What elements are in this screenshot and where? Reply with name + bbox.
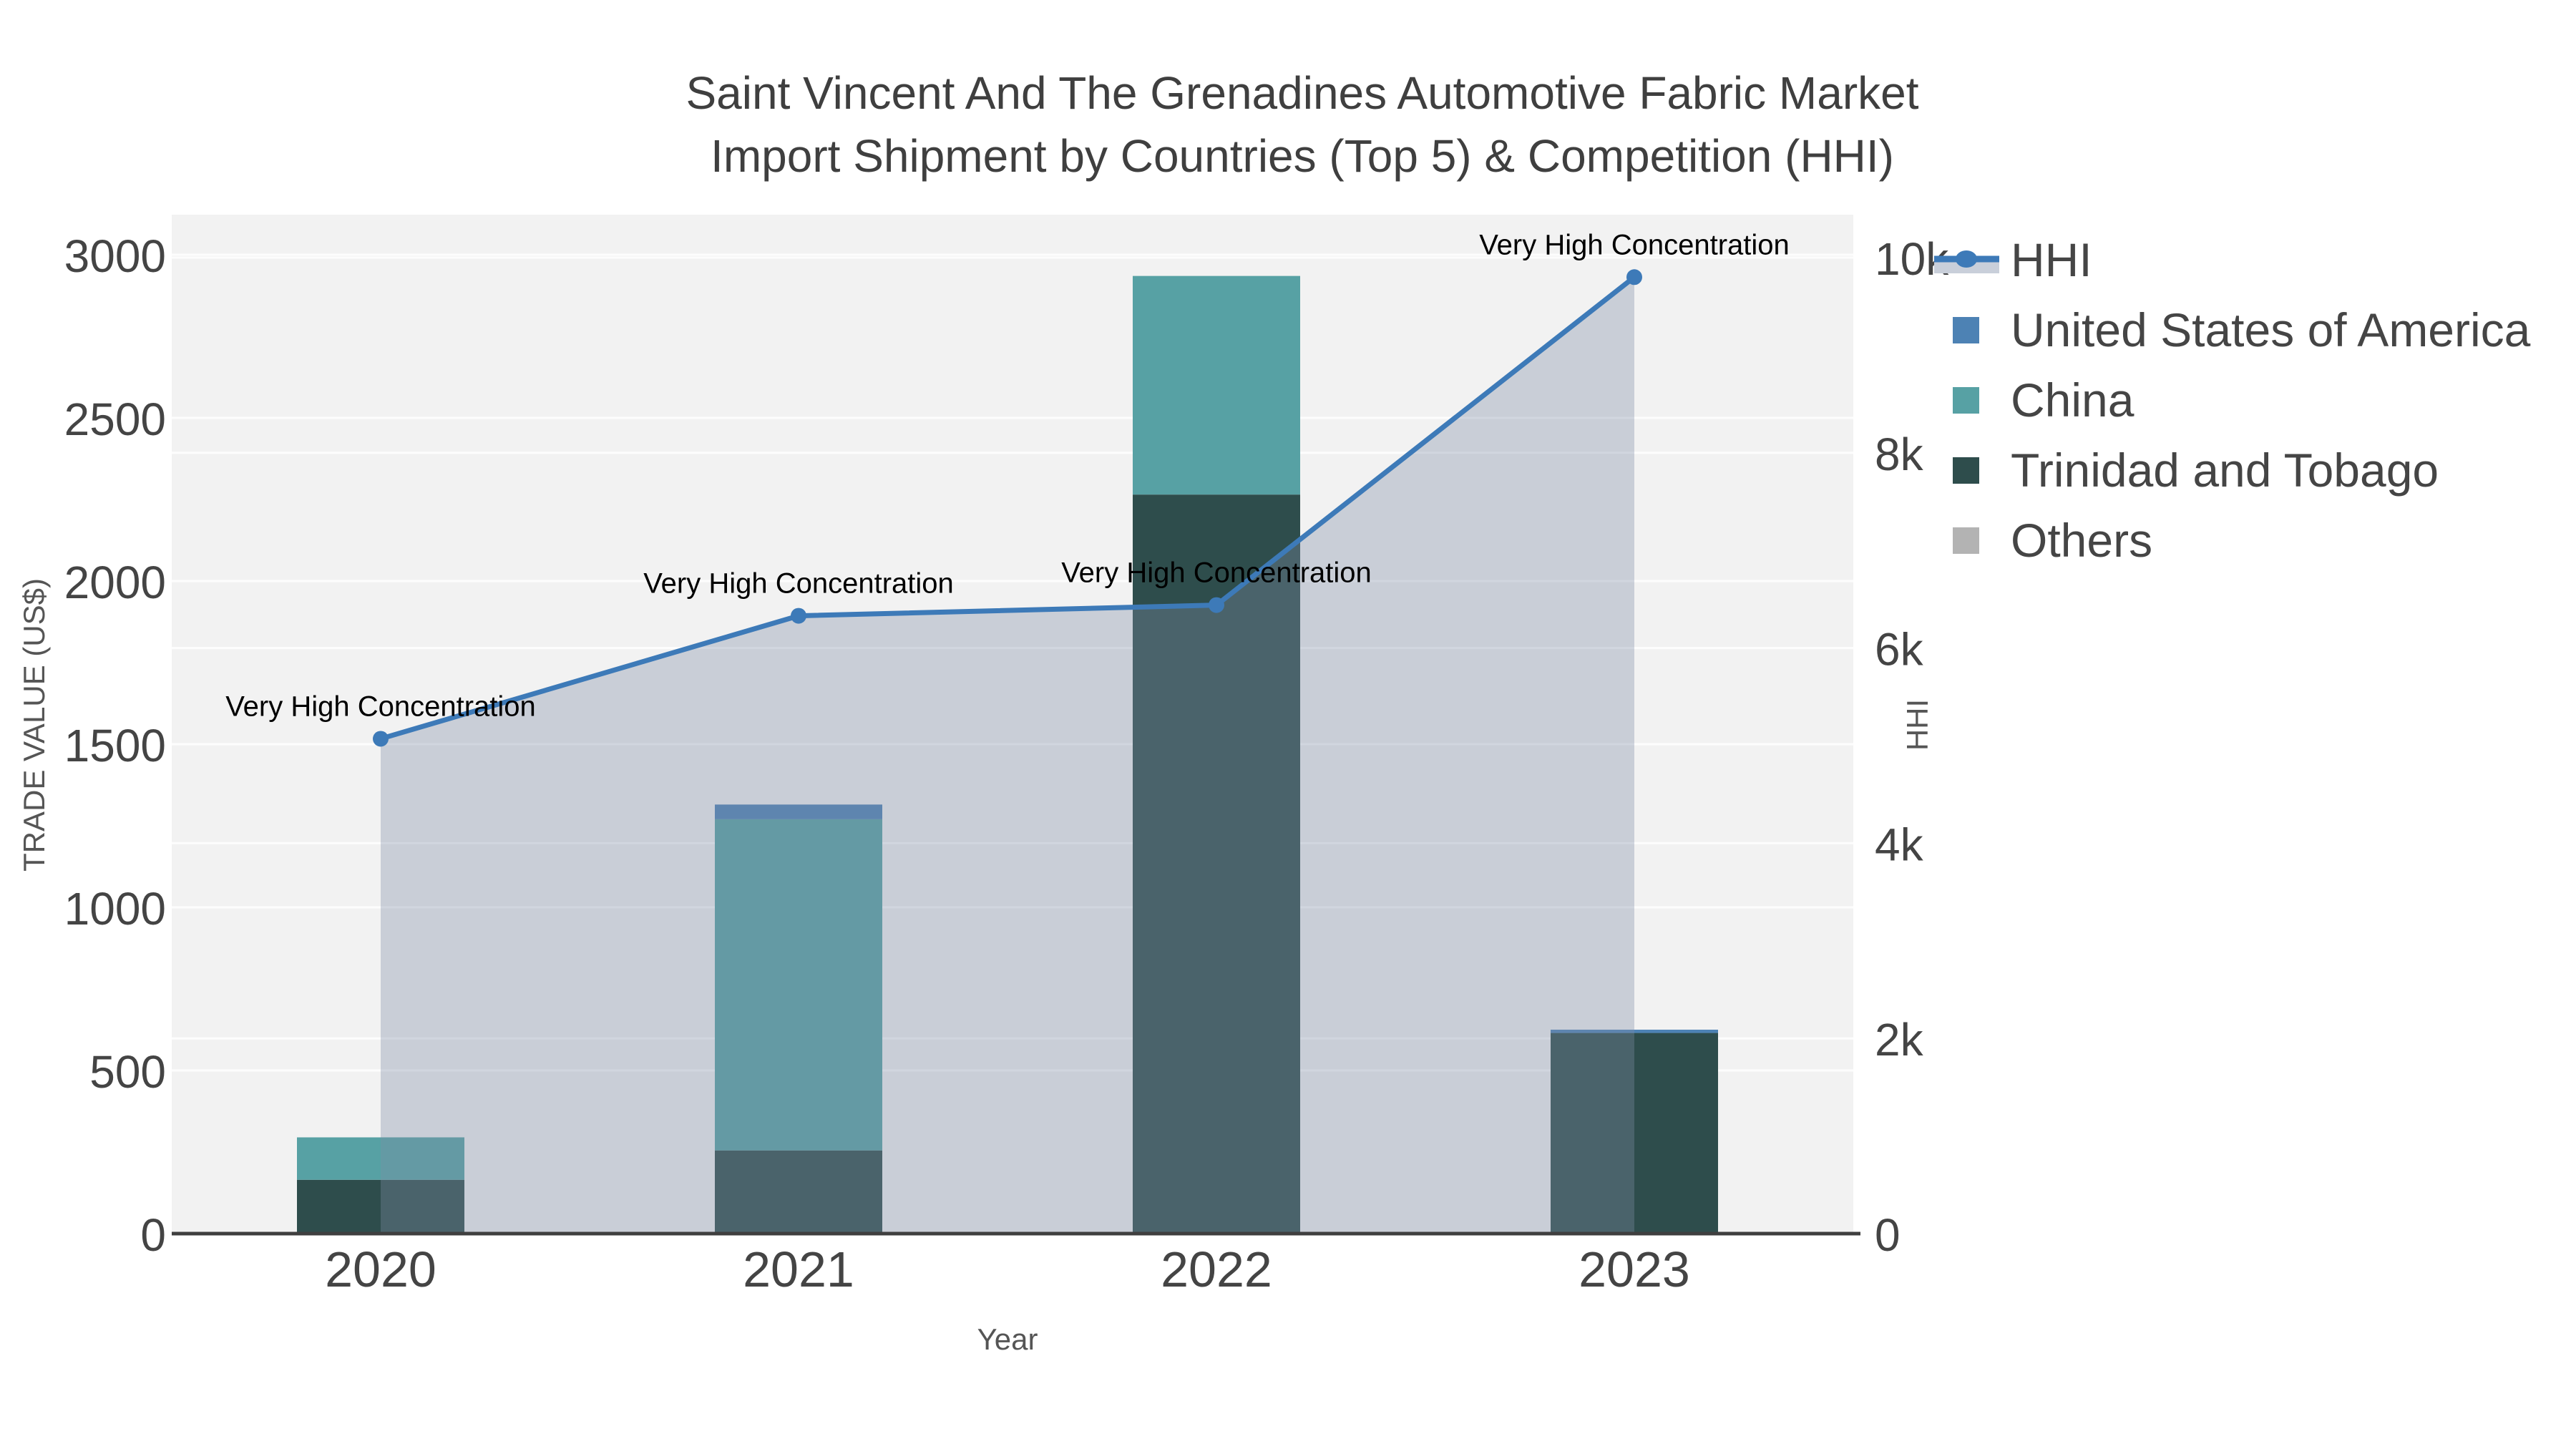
left-tick-label-2000: 2000 xyxy=(64,557,166,608)
bars-layer xyxy=(297,275,1718,1234)
legend-color-swatch xyxy=(1953,527,1979,554)
left-tick-label-3000: 3000 xyxy=(64,230,166,282)
legend-item-label: Trinidad and Tobago xyxy=(2011,444,2439,497)
legend: HHI United States of America China Trinidad… xyxy=(1934,233,2531,567)
annotations-layer: Very High Concentration Very High Concent… xyxy=(225,229,1790,722)
left-tick-label-1500: 1500 xyxy=(64,720,166,771)
annotation-label-2023: Very High Concentration xyxy=(1479,229,1790,260)
legend-color-swatch xyxy=(1953,317,1979,343)
axes-layer: 2020 2021 2022 2023 0 500 1000 1500 2000 2500 3000… xyxy=(64,230,1950,1297)
x-axis-title: Year xyxy=(977,1322,1038,1356)
annotation-label-2021: Very High Concentration xyxy=(643,568,954,600)
bar-segment-china-2021[interactable] xyxy=(715,819,882,1151)
chart-title-line1: Saint Vincent And The Grenadines Automot… xyxy=(686,67,1918,119)
left-tick-label-500: 500 xyxy=(89,1046,166,1098)
left-tick-label-1000: 1000 xyxy=(64,883,166,935)
x-tick-label-2020: 2020 xyxy=(325,1241,436,1297)
left-axis-title: TRADE VALUE (US$) xyxy=(17,578,51,872)
legend-item-china[interactable]: China xyxy=(1953,374,2135,426)
annotation-label-2020: Very High Concentration xyxy=(225,691,536,722)
legend-color-swatch xyxy=(1953,457,1979,484)
legend-item-label: Others xyxy=(2011,514,2152,567)
hhi-marker-2020[interactable] xyxy=(373,731,389,747)
bar-segment-trinidad-and-tobago-2021[interactable] xyxy=(715,1150,882,1234)
right-tick-label-8k: 8k xyxy=(1875,429,1924,480)
bar-segment-trinidad-and-tobago-2020[interactable] xyxy=(297,1179,464,1234)
legend-item-united-states-of-america[interactable]: United States of America xyxy=(1953,303,2531,356)
left-tick-label-2500: 2500 xyxy=(64,394,166,445)
right-tick-label-2k: 2k xyxy=(1875,1014,1924,1065)
legend-hhi-area-swatch xyxy=(1934,262,1999,273)
bar-segment-china-2022[interactable] xyxy=(1133,275,1300,495)
hhi-area-fill xyxy=(381,277,1634,1234)
legend-item-others[interactable]: Others xyxy=(1953,514,2152,567)
legend-item-label: China xyxy=(2011,374,2135,426)
hhi-marker-2023[interactable] xyxy=(1626,269,1642,286)
right-axis-title: HHI xyxy=(1901,699,1934,751)
x-tick-label-2021: 2021 xyxy=(743,1241,854,1297)
legend-item-trinidad-and-tobago[interactable]: Trinidad and Tobago xyxy=(1953,444,2439,497)
chart-title-line2: Import Shipment by Countries (Top 5) & C… xyxy=(711,130,1894,182)
x-tick-label-2022: 2022 xyxy=(1161,1241,1272,1297)
bar-segment-china-2020[interactable] xyxy=(297,1137,464,1180)
legend-color-swatch xyxy=(1953,387,1979,414)
x-tick-label-2023: 2023 xyxy=(1579,1241,1690,1297)
bar-segment-trinidad-and-tobago-2022[interactable] xyxy=(1133,494,1300,1234)
right-tick-label-6k: 6k xyxy=(1875,624,1924,675)
hhi-marker-2022[interactable] xyxy=(1209,597,1224,613)
right-tick-label-0: 0 xyxy=(1875,1209,1901,1261)
bar-segment-united-states-of-america-2021[interactable] xyxy=(715,804,882,819)
bar-segment-trinidad-and-tobago-2023[interactable] xyxy=(1551,1033,1718,1234)
left-tick-label-0: 0 xyxy=(140,1209,166,1261)
gridlines-layer xyxy=(172,253,1853,1072)
legend-item-hhi[interactable]: HHI xyxy=(1934,233,2092,286)
hhi-area-layer xyxy=(381,277,1634,1234)
legend-item-label: HHI xyxy=(2011,233,2092,286)
hhi-line-layer xyxy=(373,269,1642,747)
hhi-marker-2021[interactable] xyxy=(791,608,806,624)
annotation-label-2022: Very High Concentration xyxy=(1061,557,1372,589)
hhi-line[interactable] xyxy=(380,275,1636,741)
legend-item-label: United States of America xyxy=(2011,303,2531,356)
bar-segment-united-states-of-america-2023[interactable] xyxy=(1551,1030,1718,1033)
legend-hhi-marker-icon xyxy=(1956,250,1977,268)
right-tick-label-4k: 4k xyxy=(1875,819,1924,870)
